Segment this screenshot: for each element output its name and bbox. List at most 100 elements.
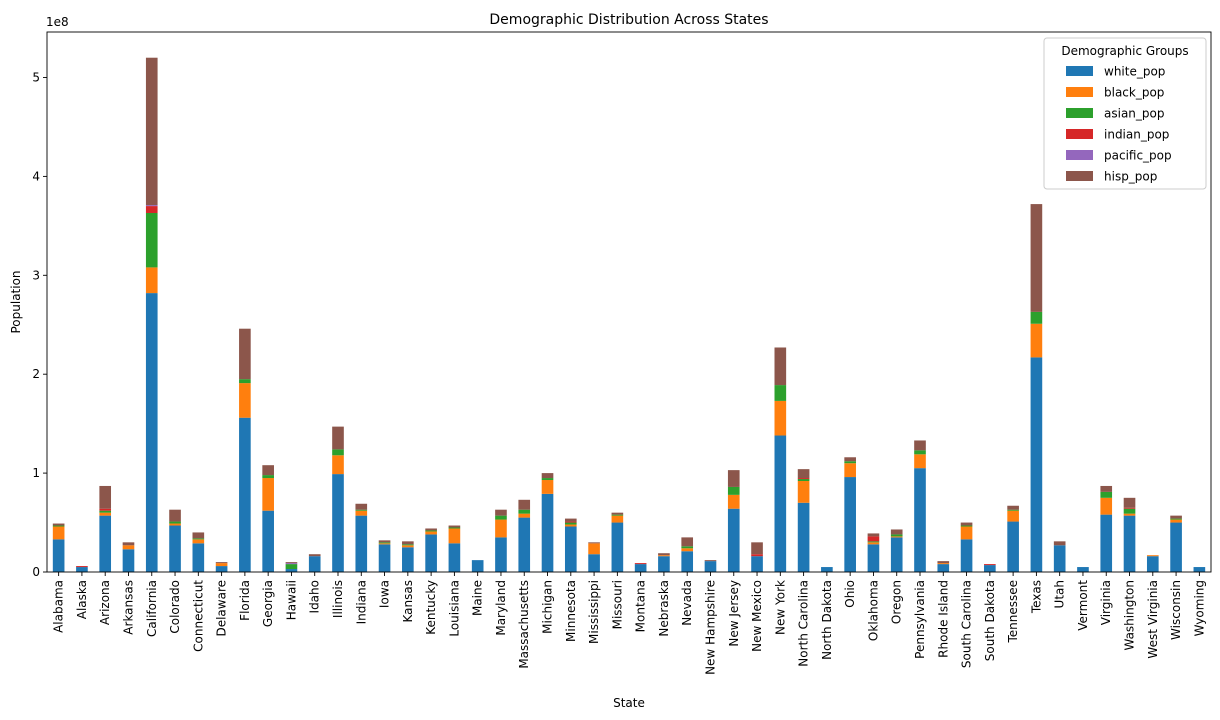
bar-segment-hisp_pop-5 (169, 509, 181, 522)
legend: Demographic Groups white_pop black_popasia… (1043, 37, 1207, 190)
x-tick-label: Arizona (98, 580, 112, 625)
bar-segment-black_pop-19 (495, 519, 507, 538)
x-tick-label: Maine (471, 580, 485, 616)
bar-segment-black_pop-41 (1007, 510, 1019, 522)
bar-segment-white_pop-19 (495, 537, 507, 572)
bar-segment-hisp_pop-45 (1100, 485, 1113, 492)
bar-segment-black_pop-0 (52, 526, 65, 540)
bar-segment-white_pop-28 (704, 561, 717, 572)
bar-segment-asian_pop-8 (239, 379, 251, 384)
x-tick-label: Wyoming (1192, 580, 1206, 636)
bar-segment-asian_pop-42 (1030, 311, 1043, 324)
y-tick-label: 0 (32, 565, 40, 579)
bar-segment-pacific_pop-4 (145, 205, 158, 207)
bar-segment-indian_pop-30 (751, 554, 763, 557)
bar-segment-asian_pop-48 (1170, 518, 1182, 520)
x-tick-label: Washington (1123, 580, 1137, 651)
bar-segment-black_pop-7 (215, 563, 228, 567)
bar-segment-hisp_pop-29 (727, 470, 740, 487)
bar-segment-white_pop-22 (564, 526, 577, 572)
bar-segment-white_pop-34 (844, 477, 856, 572)
bar-segment-white_pop-15 (402, 547, 414, 572)
x-tick-label: Delaware (215, 580, 229, 637)
bar-segment-hisp_pop-37 (914, 440, 926, 451)
bar-segment-black_pop-9 (262, 478, 274, 511)
bar-segment-white_pop-2 (99, 515, 112, 572)
bar-segment-asian_pop-29 (727, 486, 740, 495)
bar-segment-hisp_pop-2 (99, 485, 112, 509)
bar-segment-asian_pop-36 (890, 534, 903, 537)
bar-segment-black_pop-12 (332, 455, 344, 475)
bar-segment-black_pop-14 (378, 543, 391, 545)
x-tick-label: Massachusetts (517, 580, 531, 669)
bar-segment-white_pop-42 (1030, 357, 1043, 572)
y-tick-label: 5 (32, 70, 40, 84)
bar-segment-white_pop-24 (611, 522, 624, 572)
bar-segment-white_pop-23 (588, 554, 600, 572)
bar-segment-black_pop-34 (844, 463, 856, 478)
x-tick-label: Wisconsin (1169, 580, 1183, 640)
bar-segment-indian_pop-35 (867, 536, 880, 542)
bar-segment-hisp_pop-16 (425, 528, 437, 531)
legend-label-white_pop: white_pop (1104, 65, 1165, 79)
x-tick-label: California (145, 580, 159, 637)
x-tick-label: New York (773, 580, 787, 635)
x-axis-label: State (613, 696, 645, 710)
x-tick-label: New Mexico (750, 580, 764, 652)
bar-segment-white_pop-0 (52, 539, 65, 572)
bar-segment-white_pop-4 (145, 293, 158, 572)
bar-segment-asian_pop-9 (262, 475, 274, 479)
bar-segment-hisp_pop-17 (448, 525, 461, 528)
y-tick-label: 2 (32, 367, 40, 381)
bar-segment-black_pop-35 (867, 542, 880, 545)
bar-segment-hisp_pop-11 (308, 554, 321, 557)
x-tick-label: North Carolina (797, 580, 811, 667)
legend-swatch-black_pop (1066, 87, 1093, 97)
bar-segment-white_pop-33 (821, 567, 833, 572)
bar-segment-hisp_pop-13 (355, 503, 368, 510)
bar-segment-hisp_pop-15 (402, 541, 414, 545)
bar-segment-black_pop-20 (518, 513, 531, 518)
bar-segment-black_pop-3 (122, 545, 135, 550)
bar-segment-white_pop-39 (960, 539, 973, 572)
x-tick-label: Nebraska (657, 580, 671, 637)
bar-segment-white_pop-13 (355, 515, 368, 572)
bar-segment-asian_pop-39 (960, 525, 973, 527)
bar-segment-black_pop-23 (588, 543, 600, 555)
x-tick-label: Utah (1053, 580, 1067, 608)
x-tick-label: South Dakota (983, 580, 997, 661)
bar-segment-hisp_pop-22 (564, 518, 577, 522)
bar-segment-asian_pop-20 (518, 509, 531, 514)
bar-segment-white_pop-1 (76, 567, 88, 572)
bar-segment-black_pop-5 (169, 523, 181, 526)
bar-segment-black_pop-24 (611, 515, 624, 523)
bar-segment-white_pop-26 (658, 556, 670, 572)
x-tick-label: Maryland (494, 580, 508, 636)
bar-segment-asian_pop-5 (169, 521, 181, 524)
bar-segment-black_pop-13 (355, 510, 368, 516)
bar-segment-white_pop-21 (541, 493, 554, 572)
legend-label-hisp_pop: hisp_pop (1104, 170, 1157, 184)
bar-segment-white_pop-18 (471, 560, 484, 572)
legend-swatch-white_pop (1066, 66, 1093, 76)
legend-title: Demographic Groups (1061, 44, 1188, 58)
y-tick-label: 3 (32, 268, 40, 282)
bar-segment-asian_pop-41 (1007, 509, 1019, 511)
bar-segment-hisp_pop-0 (52, 523, 65, 526)
x-tick-label: Ohio (843, 580, 857, 608)
bar-segment-white_pop-16 (425, 534, 437, 572)
bar-segment-black_pop-22 (564, 524, 577, 527)
bar-segment-white_pop-20 (518, 517, 531, 572)
chart-title: Demographic Distribution Across States (489, 12, 768, 28)
bar-segment-white_pop-7 (215, 566, 228, 572)
bar-segment-white_pop-36 (890, 537, 903, 572)
x-tick-label: Mississippi (587, 580, 601, 644)
plot-frame (46, 31, 1212, 573)
bar-segment-asian_pop-24 (611, 514, 624, 516)
x-tick-label: Rhode Island (936, 580, 950, 658)
x-tick-label: Iowa (378, 580, 392, 608)
bar-segment-indian_pop-46 (1123, 507, 1136, 509)
legend-swatch-asian_pop (1066, 108, 1093, 118)
y-tick-label: 4 (32, 169, 40, 183)
bar-segment-hisp_pop-48 (1170, 515, 1182, 519)
